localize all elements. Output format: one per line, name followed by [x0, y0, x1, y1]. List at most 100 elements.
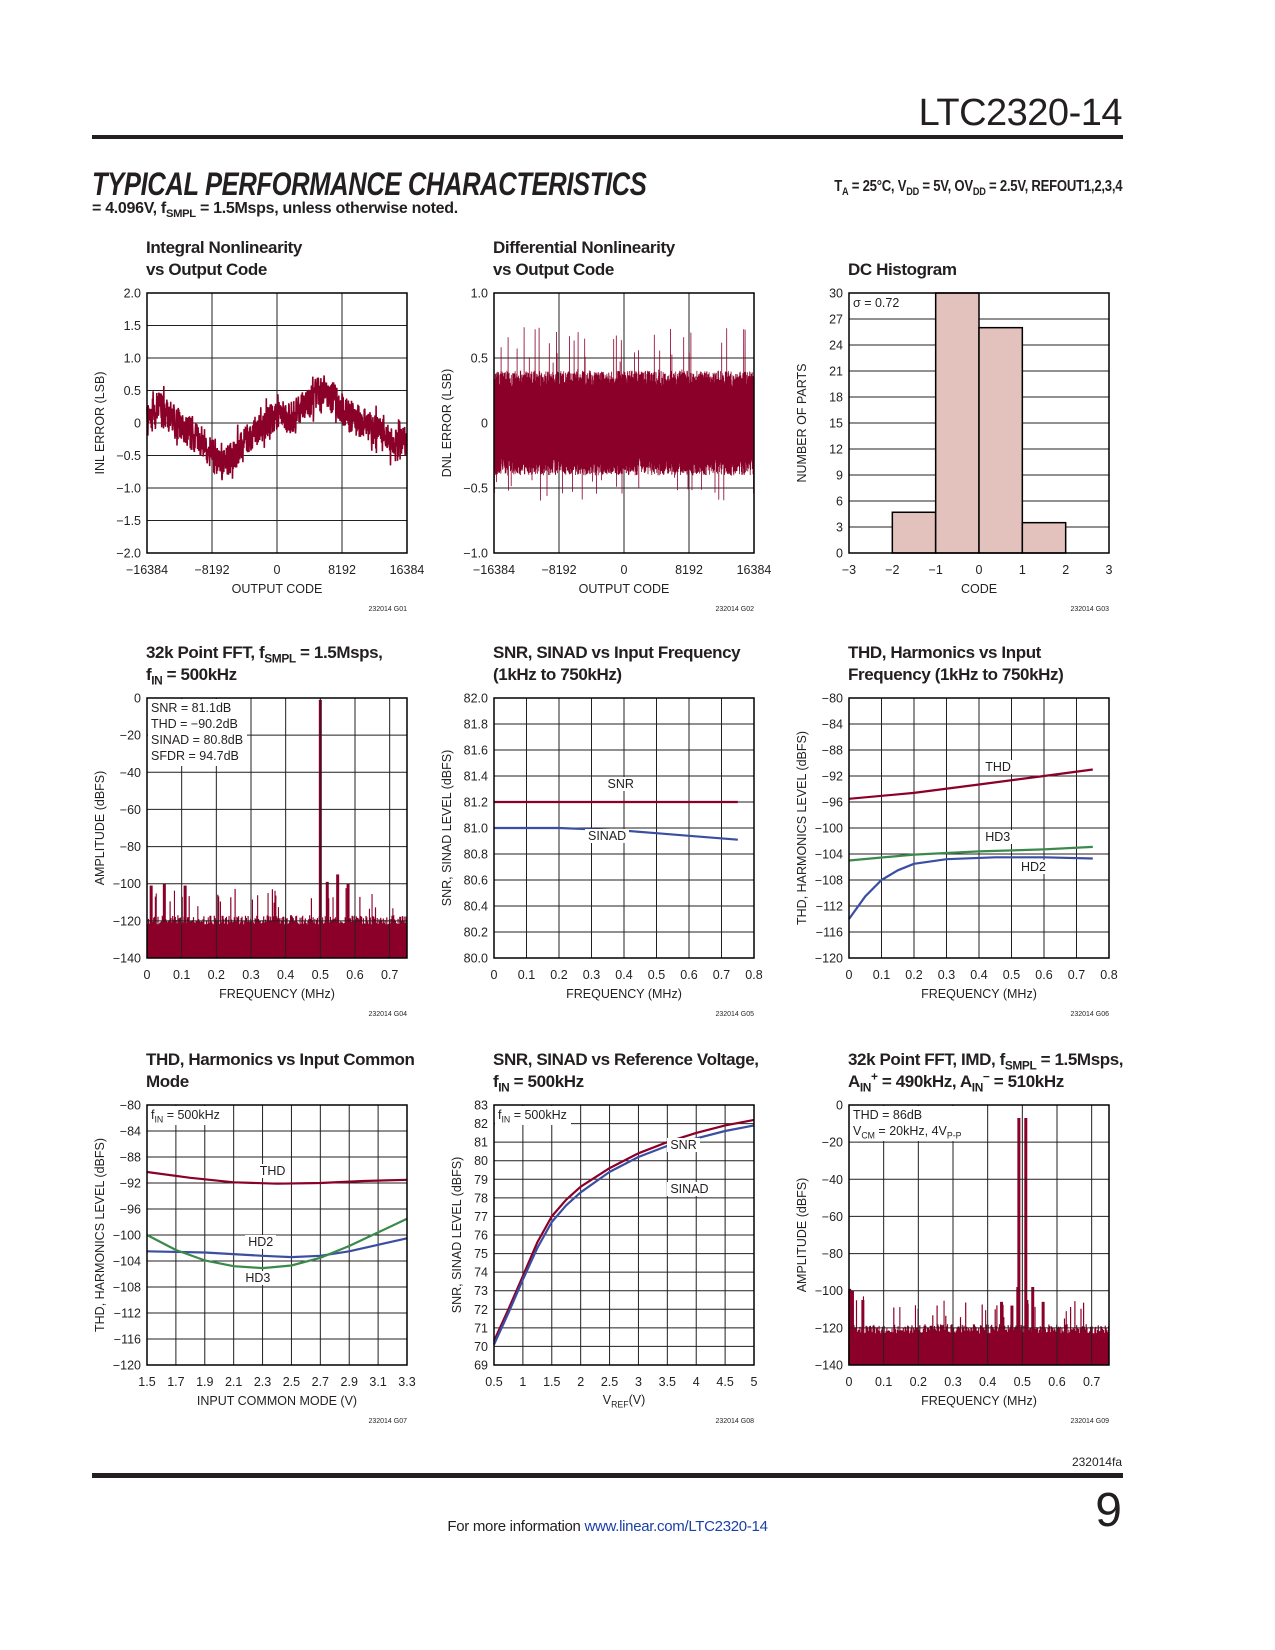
footer-link[interactable]: www.linear.com/LTC2320-14: [584, 1518, 768, 1535]
chart-8: 0.5 1 1.5 2 2.5 3 3.5 4 4.5 5 83 82 81 80 79 78 77 76 75 74…: [450, 1099, 758, 1426]
y-tick-label: 9: [836, 469, 843, 483]
series-label: HD2: [1018, 860, 1050, 875]
x-tick-label: 3.5: [659, 1375, 676, 1389]
series-hd3: [146, 1217, 408, 1270]
x-tick-label: 0.6: [1035, 968, 1052, 982]
annotation-line: SFDR = 94.7dB: [151, 748, 243, 764]
x-axis-label: VREF(V): [494, 1393, 754, 1409]
series-thd: [146, 1170, 408, 1185]
text-part: = 1.5Msps, unless otherwise noted.: [195, 200, 458, 217]
figure-code: 232014 G05: [715, 1011, 754, 1018]
fft-peak: [1000, 1301, 1004, 1365]
x-tick-label: 1: [1019, 563, 1026, 577]
x-tick-label: 0.1: [873, 968, 890, 982]
text-part: SINAD = 80.8dB: [151, 733, 244, 747]
text-part: Mode: [146, 1072, 189, 1091]
y-tick-label: 74: [474, 1266, 488, 1280]
text-part: CM: [861, 1130, 875, 1141]
series-label: SINAD: [585, 829, 630, 844]
text-part: = 500kHz: [162, 665, 237, 684]
y-tick-label: 0.5: [124, 384, 141, 398]
y-tick-label: −1.0: [463, 547, 488, 561]
text-part: THD, Harmonics vs Input Common: [146, 1050, 415, 1069]
y-axis-label: THD, HARMONICS LEVEL (dBFS): [93, 1138, 107, 1332]
y-tick-label: −120: [113, 914, 141, 928]
x-tick-label: 0.2: [208, 968, 225, 982]
series-label: THD: [982, 760, 1014, 775]
text-part: = 25°C, V: [848, 178, 906, 195]
y-tick-label: −2.0: [116, 547, 141, 561]
chart-title-line: fIN = 500kHz: [493, 1071, 759, 1093]
y-tick-label: 0: [134, 417, 141, 431]
y-tick-label: −40: [822, 1173, 843, 1187]
x-tick-label: 0.4: [970, 968, 987, 982]
annotation-line: σ = 0.72: [853, 295, 899, 311]
chart-5: 0 0.1 0.2 0.3 0.4 0.5 0.6 0.7 0.8 82.0 81.8 81.6 81.…: [440, 692, 763, 1019]
y-axis-label: SNR, SINAD LEVEL (dBFS): [440, 750, 454, 907]
text-part: vs Output Code: [493, 260, 614, 279]
text-part: = 1.5Msps,: [1036, 1050, 1124, 1069]
page-number: 9: [1095, 1484, 1122, 1537]
chart-title-line: Mode: [146, 1071, 415, 1093]
x-tick-label: 3: [635, 1375, 642, 1389]
x-tick-label: 0.5: [485, 1375, 502, 1389]
y-tick-label: −100: [815, 1284, 843, 1298]
x-tick-label: 2: [577, 1375, 584, 1389]
text-part: = 510kHz: [989, 1072, 1064, 1091]
part-number: LTC2320-14: [918, 92, 1123, 134]
annotation-line: VCM = 20kHz, 4VP-P: [853, 1123, 961, 1141]
y-tick-label: −120: [815, 1321, 843, 1335]
y-tick-label: −112: [816, 900, 843, 914]
y-tick-label: 0: [836, 547, 843, 561]
fft-peak: [1016, 1287, 1020, 1365]
chart-title-line: fIN = 500kHz: [146, 664, 383, 686]
y-tick-label: 27: [829, 313, 843, 327]
x-tick-label: −3: [842, 563, 856, 577]
x-tick-label: 0.1: [518, 968, 535, 982]
figure-code: 232014 G08: [715, 1418, 754, 1425]
y-tick-label: 1.5: [124, 319, 141, 333]
x-tick-label: 1.9: [196, 1375, 213, 1389]
series-inl: [146, 375, 408, 481]
chart-title-line: SNR, SINAD vs Reference Voltage,: [493, 1049, 759, 1071]
series-label: SINAD: [667, 1182, 712, 1197]
x-tick-label: 3.3: [398, 1375, 415, 1389]
x-tick-label: 0: [491, 968, 498, 982]
x-tick-label: 5: [751, 1375, 758, 1389]
test-conditions-line1: TA = 25°C, VDD = 5V, OVDD = 2.5V, REFOUT…: [834, 178, 1122, 198]
text-part: f: [146, 665, 152, 684]
y-tick-label: 18: [829, 391, 843, 405]
annotation-line: SNR = 81.1dB: [151, 700, 243, 716]
chart-annotation: THD = 86dB VCM = 20kHz, 4VP-P: [850, 1106, 966, 1141]
y-tick-label: 30: [829, 287, 843, 301]
y-tick-label: 70: [474, 1340, 488, 1354]
chart-1: −16384 −8192 0 8192 16384 2.0 1.5 1.0 0.5 0 −0.5 −1…: [93, 287, 424, 614]
x-tick-label: 2.5: [283, 1375, 300, 1389]
series-hd3: [848, 845, 1093, 862]
x-tick-label: −8192: [194, 563, 229, 577]
chart-annotation: fIN = 500kHz: [148, 1106, 224, 1125]
chart-data: [146, 1170, 408, 1270]
chart-annotation: SNR = 81.1dB THD = −90.2dB SINAD = 80.8dB S…: [148, 699, 248, 766]
x-tick-label: 0.2: [905, 968, 922, 982]
chart-title-line: 32k Point FFT, fSMPL = 1.5Msps,: [146, 642, 383, 664]
text-part: IN: [859, 1080, 871, 1095]
y-tick-label: −80: [822, 1247, 843, 1261]
text-part: f: [498, 1108, 502, 1122]
x-tick-label: 0.2: [550, 968, 567, 982]
y-tick-label: 21: [829, 365, 843, 379]
footer-info-text: For more information: [447, 1518, 585, 1535]
text-part: vs Output Code: [146, 260, 267, 279]
x-axis-label: OUTPUT CODE: [232, 582, 323, 596]
fft-peak: [1017, 1118, 1021, 1365]
series-label: THD: [256, 1163, 289, 1178]
text-part: f: [151, 1108, 155, 1122]
y-tick-label: −20: [822, 1136, 843, 1150]
x-tick-label: 0.4: [979, 1375, 996, 1389]
y-tick-label: 81: [474, 1136, 488, 1150]
fft-peak: [1010, 1305, 1014, 1365]
series-thd: [848, 768, 1093, 800]
y-tick-label: 1.0: [471, 287, 488, 301]
